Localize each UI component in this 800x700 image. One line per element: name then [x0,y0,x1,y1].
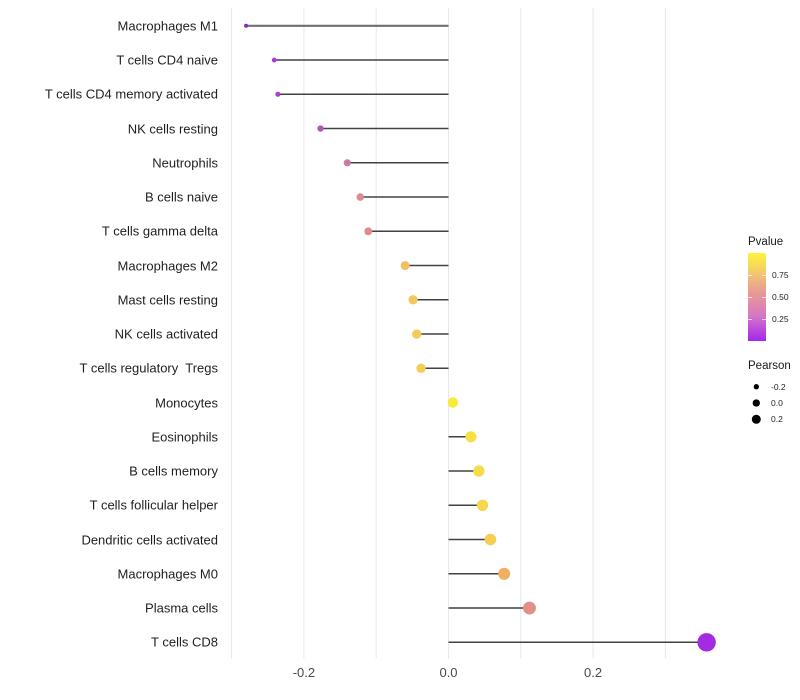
lollipop-dot [476,499,489,512]
y-axis-label: Macrophages M0 [117,566,218,582]
y-axis-label: B cells naive [145,189,218,205]
y-axis-label: Eosinophils [151,429,219,445]
pearson-size-label: 0.2 [771,414,783,425]
lollipop-dot [484,533,497,546]
y-axis-label: T cells CD4 naive [116,52,218,68]
y-axis-label: Macrophages M1 [117,18,218,34]
y-axis-label: Neutrophils [152,155,218,171]
pvalue-tick-mark [762,275,766,277]
lollipop-dot [356,193,365,201]
y-axis-label: T cells follicular helper [89,497,218,513]
pvalue-tick-mark [762,319,766,321]
pvalue-tick-label: 0.50 [772,292,789,303]
pvalue-tick-mark [748,275,752,277]
lollipop-dot [400,261,410,271]
x-axis-tick-label: 0.0 [439,665,458,680]
pvalue-colorbar [748,253,766,341]
lollipop-dot [498,567,511,580]
legend-pearson-title: Pearson [748,360,791,372]
y-axis-label: T cells CD4 memory activated [44,86,218,102]
y-axis-label: Monocytes [155,395,218,411]
lollipop-dot [465,431,477,443]
lollipop-dot [412,329,422,339]
x-axis-tick-label: -0.2 [292,665,316,680]
lollipop-dot [447,397,459,408]
y-axis-label: T cells CD8 [151,634,218,650]
pearson-size-label: 0.0 [771,398,783,408]
y-axis-label: Plasma cells [145,600,218,616]
y-axis-label: T cells regulatory Tregs [79,360,218,376]
lollipop-dot [523,601,536,615]
pvalue-tick-mark [748,319,752,321]
lollipop-dot [244,23,249,28]
y-axis-label: Dendritic cells activated [81,532,218,548]
x-axis-tick-label: 0.2 [584,665,603,680]
lollipop-dot [364,227,373,236]
pvalue-tick-mark [748,297,752,299]
pearson-size-label: -0.2 [771,381,786,392]
y-axis-label: Macrophages M2 [117,258,218,274]
y-axis-label: Mast cells resting [117,292,218,308]
legend-pvalue-title: Pvalue [748,236,784,248]
lollipop-dot [697,633,716,652]
pvalue-tick-label: 0.25 [772,314,789,325]
lollipop-dot [317,125,324,132]
y-axis-label: NK cells activated [114,326,218,342]
pvalue-tick-mark [762,297,766,299]
pvalue-tick-label: 0.75 [772,270,789,281]
lollipop-dot [343,159,351,167]
lollipop-dot [473,465,485,477]
lollipop-dot [275,91,281,97]
lollipop-dot [416,363,426,374]
lollipop-dot [408,295,418,305]
y-axis-label: NK cells resting [127,121,218,137]
y-axis-label: T cells gamma delta [101,223,218,239]
y-axis-label: B cells memory [129,463,218,479]
lollipop-dot [271,57,277,63]
